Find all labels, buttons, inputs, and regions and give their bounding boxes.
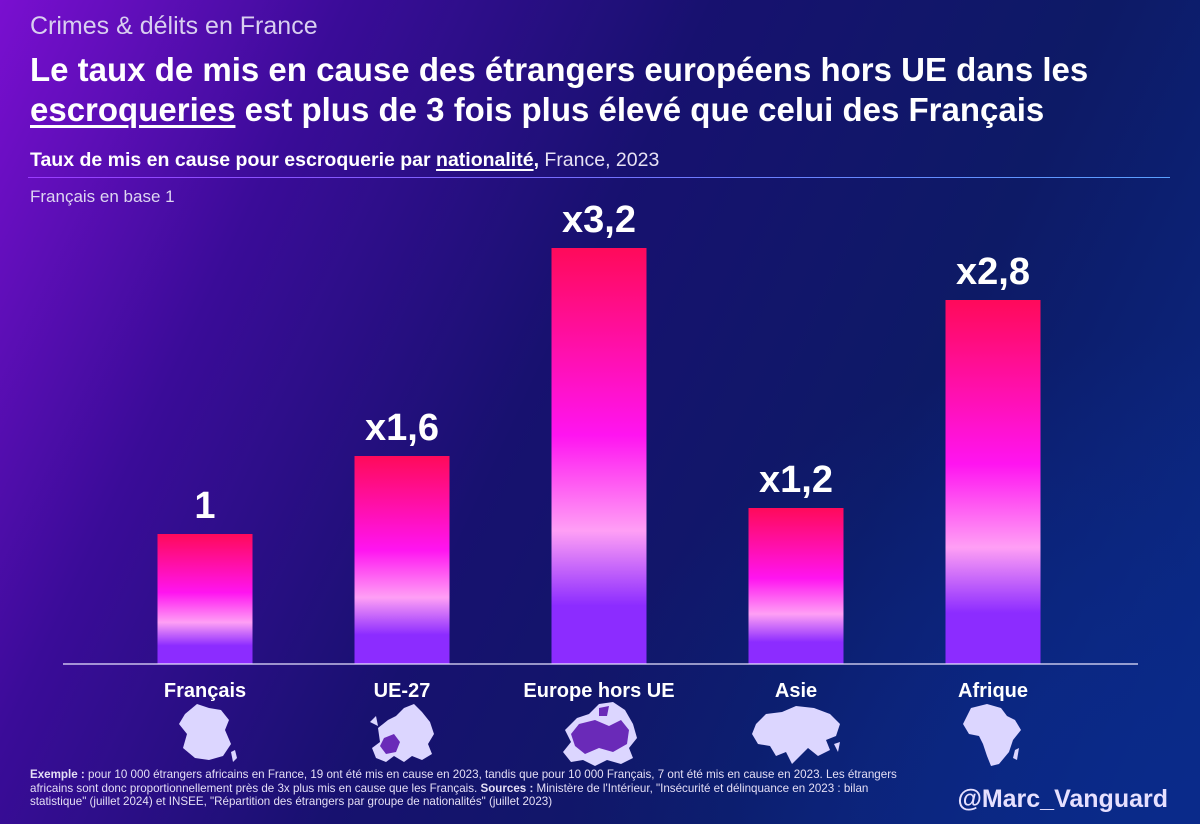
africa-map-icon-part — [963, 704, 1021, 766]
data-label-francais: 1 — [194, 485, 215, 527]
title-part2: est plus de 3 fois plus élevé que celui … — [235, 91, 1045, 128]
eu27-map-icon-part — [370, 716, 378, 726]
category-label-asie: Asie — [775, 680, 817, 702]
europe-non-eu-map-icon-part — [599, 706, 609, 716]
category-label-europe-hors-ue: Europe hors UE — [523, 680, 674, 702]
chart-title: Le taux de mis en cause des étrangers eu… — [30, 50, 1180, 130]
bar-asie — [748, 508, 844, 664]
europe-non-eu-map-icon — [563, 702, 637, 766]
eu27-map-icon-part — [372, 704, 434, 762]
asia-map-icon-part — [834, 742, 840, 752]
example-text: pour 10 000 étrangers africains en Franc… — [30, 768, 897, 795]
sources-text: Ministère de l'Intérieur, "Insécurité et… — [30, 781, 869, 809]
africa-map-icon — [963, 704, 1021, 766]
chart-subtitle: Taux de mis en cause pour escroquerie pa… — [30, 149, 659, 172]
france-map-icon-part — [231, 750, 237, 762]
category-label-afrique: Afrique — [958, 680, 1028, 702]
title-part1: Le taux de mis en cause des étrangers eu… — [30, 51, 1089, 88]
eu27-map-icon-part — [380, 734, 400, 754]
subtitle-bold: Taux de mis en cause pour escroquerie pa… — [30, 149, 437, 171]
france-map-icon-part — [179, 704, 231, 760]
category-label-francais: Français — [164, 680, 246, 702]
asia-map-icon-part — [752, 706, 840, 764]
footnote: Exemple : pour 10 000 étrangers africain… — [30, 768, 910, 809]
subtitle-plain: France, 2023 — [538, 149, 660, 171]
bar-afrique — [945, 300, 1041, 664]
supertitle: Crimes & délits en France — [30, 12, 318, 40]
header-divider — [28, 177, 1170, 178]
bar-ue-27 — [354, 456, 450, 664]
base-note: Français en base 1 — [30, 187, 175, 206]
africa-map-icon-part — [1013, 748, 1019, 760]
bar-francais — [157, 534, 253, 664]
title-underlined-word: escroqueries — [30, 91, 236, 128]
subtitle-underlined: nationalité — [436, 149, 534, 171]
sources-label: Sources : — [480, 781, 534, 795]
author-handle[interactable]: @Marc_Vanguard — [957, 785, 1168, 813]
data-label-europe-hors-ue: x3,2 — [562, 199, 636, 241]
france-map-icon — [179, 704, 237, 762]
example-label: Exemple : — [30, 768, 85, 781]
eu27-map-icon — [370, 704, 434, 762]
category-label-ue-27: UE-27 — [374, 680, 431, 702]
data-label-asie: x1,2 — [759, 459, 833, 501]
europe-non-eu-map-icon-part — [571, 720, 629, 754]
bar-europe-hors-ue — [551, 248, 647, 664]
data-label-ue-27: x1,6 — [365, 407, 439, 449]
data-label-afrique: x2,8 — [956, 251, 1030, 293]
asia-map-icon — [752, 706, 840, 764]
subtitle-comma: , — [533, 149, 539, 171]
